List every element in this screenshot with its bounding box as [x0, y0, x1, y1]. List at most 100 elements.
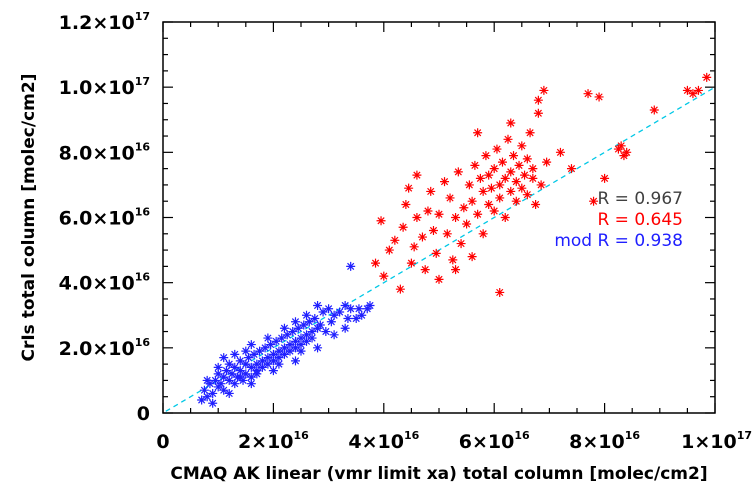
point-observed: [500, 213, 510, 222]
point-model: [263, 333, 273, 343]
x-axis-title: CMAQ AK linear (vmr limit xa) total colu…: [170, 464, 707, 484]
point-observed: [517, 183, 527, 193]
point-model: [357, 310, 367, 320]
point-model: [346, 261, 356, 271]
point-observed: [489, 206, 499, 216]
point-model: [268, 366, 278, 376]
point-observed: [462, 219, 472, 229]
point-model: [277, 333, 287, 343]
point-model: [260, 343, 270, 353]
point-observed: [459, 203, 469, 213]
point-observed: [486, 183, 496, 193]
point-model: [216, 379, 226, 389]
point-model: [285, 346, 295, 356]
point-observed: [440, 177, 450, 187]
point-model: [202, 392, 212, 402]
point-model: [318, 307, 328, 317]
point-observed: [417, 232, 427, 242]
point-model: [279, 323, 289, 333]
point-observed: [497, 157, 507, 167]
point-model: [285, 340, 295, 350]
point-observed: [398, 222, 408, 232]
x-tick-label: 8×1016: [569, 429, 640, 453]
point-model: [219, 385, 229, 395]
point-observed: [434, 209, 444, 219]
point-observed: [473, 128, 483, 138]
point-observed: [503, 134, 513, 144]
annotations: R = 0.967 R = 0.645 mod R = 0.938: [554, 189, 683, 251]
point-observed: [448, 255, 458, 265]
y-tick-label: 0: [137, 403, 150, 425]
point-model: [279, 343, 289, 353]
point-observed: [478, 186, 488, 196]
point-observed: [401, 199, 411, 209]
point-observed: [478, 229, 488, 239]
point-model: [274, 353, 284, 363]
point-model: [257, 362, 267, 372]
point-model: [296, 346, 306, 356]
point-model: [335, 307, 345, 317]
point-model: [365, 300, 375, 310]
point-observed: [583, 89, 593, 99]
point-model: [208, 398, 218, 408]
point-observed: [406, 258, 416, 268]
point-observed: [451, 265, 461, 275]
point-model: [313, 300, 323, 310]
point-model: [315, 320, 325, 330]
point-observed: [484, 170, 494, 180]
point-observed: [470, 160, 480, 170]
point-observed: [566, 164, 576, 174]
point-observed: [600, 173, 610, 183]
point-observed: [520, 170, 530, 180]
point-observed: [420, 265, 430, 275]
point-observed: [517, 141, 527, 151]
point-model: [224, 359, 234, 369]
point-observed: [371, 258, 381, 268]
point-model: [230, 349, 240, 359]
point-model: [230, 379, 240, 389]
point-observed: [428, 226, 438, 236]
point-model: [235, 356, 245, 366]
point-model: [302, 336, 312, 346]
point-observed: [539, 85, 549, 95]
point-model: [241, 359, 251, 369]
point-model: [257, 356, 267, 366]
point-model: [307, 333, 317, 343]
point-model: [346, 304, 356, 314]
point-observed: [451, 213, 461, 222]
point-model: [227, 369, 237, 379]
point-observed: [434, 274, 444, 284]
point-observed: [533, 95, 543, 105]
y-axis-title: CrIs total column [molec/cm2]: [19, 74, 39, 362]
point-observed: [423, 206, 433, 216]
point-observed: [525, 128, 535, 138]
point-model: [224, 388, 234, 398]
y-tick-label: 8.0×1016: [59, 140, 151, 164]
point-observed: [511, 196, 521, 206]
point-model: [288, 327, 298, 337]
point-observed: [531, 199, 541, 209]
annotation-r-obs: R = 0.645: [597, 210, 683, 230]
point-observed: [509, 151, 519, 161]
point-model: [329, 310, 339, 320]
point-model: [235, 366, 245, 376]
point-model: [279, 349, 289, 359]
point-observed: [376, 216, 386, 226]
point-observed: [453, 167, 463, 177]
point-model: [343, 314, 353, 324]
point-model: [282, 330, 292, 340]
point-model: [246, 379, 256, 389]
point-observed: [412, 170, 422, 180]
point-model: [304, 317, 314, 327]
point-observed: [492, 144, 502, 154]
point-observed: [426, 186, 436, 196]
point-model: [324, 304, 334, 314]
point-observed: [395, 284, 405, 294]
point-model: [219, 372, 229, 382]
x-tick-label: 6×1016: [459, 429, 530, 453]
point-observed: [528, 173, 538, 183]
point-model: [329, 330, 339, 340]
point-model: [313, 343, 323, 353]
point-observed: [500, 173, 510, 183]
point-observed: [481, 151, 491, 161]
